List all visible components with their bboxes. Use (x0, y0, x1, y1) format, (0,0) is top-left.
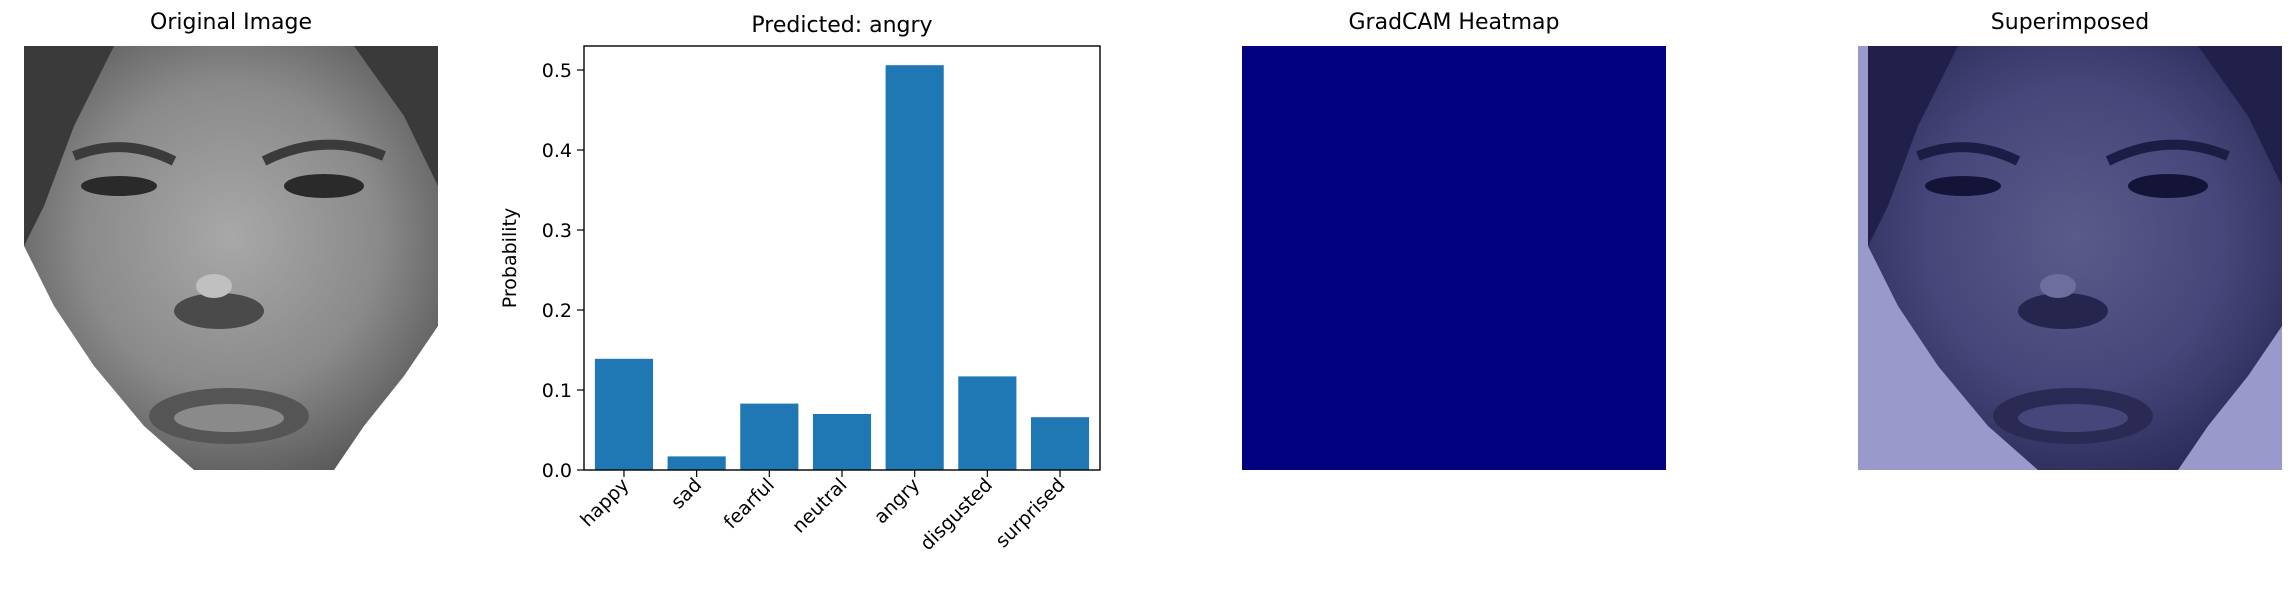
bar-disgusted (958, 376, 1017, 470)
plot-frame (583, 45, 1101, 471)
original-face-image (24, 46, 438, 470)
bar-sad (667, 456, 726, 470)
y-axis-label: Probability (499, 208, 521, 308)
bar-surprised (1030, 417, 1090, 470)
bar-fearful (740, 403, 799, 470)
xtick-label-happy: happy (576, 474, 633, 531)
bar-happy (594, 358, 654, 470)
gradcam-heatmap-image (1242, 46, 1666, 470)
xtick-label-sad: sad (667, 474, 706, 513)
superimposed-image (1858, 46, 2282, 470)
xtick-label-disgusted: disgusted (916, 474, 997, 555)
chart-title: Predicted: angry (751, 13, 932, 38)
xtick-label-angry: angry (870, 474, 924, 528)
ytick-label-5: 0.5 (542, 60, 572, 82)
superimposed-title: Superimposed (1990, 10, 2150, 35)
xtick-label-surprised: surprised (991, 474, 1069, 552)
bar-neutral (812, 414, 872, 470)
probability-bar-chart: Predicted: angry happy sad fearful neutral an… (490, 0, 1110, 585)
xtick-label-fearful: fearful (720, 474, 779, 533)
xtick-label-neutral: neutral (788, 474, 852, 538)
original-image-title: Original Image (150, 10, 312, 35)
ytick-label-3: 0.3 (542, 220, 572, 242)
ytick-label-1: 0.1 (542, 380, 572, 402)
ytick-label-4: 0.4 (542, 140, 572, 162)
gradcam-heatmap-title: GradCAM Heatmap (1348, 10, 1560, 35)
ytick-label-2: 0.2 (542, 300, 572, 322)
ytick-label-0: 0.0 (542, 460, 572, 482)
bar-angry (885, 65, 944, 470)
